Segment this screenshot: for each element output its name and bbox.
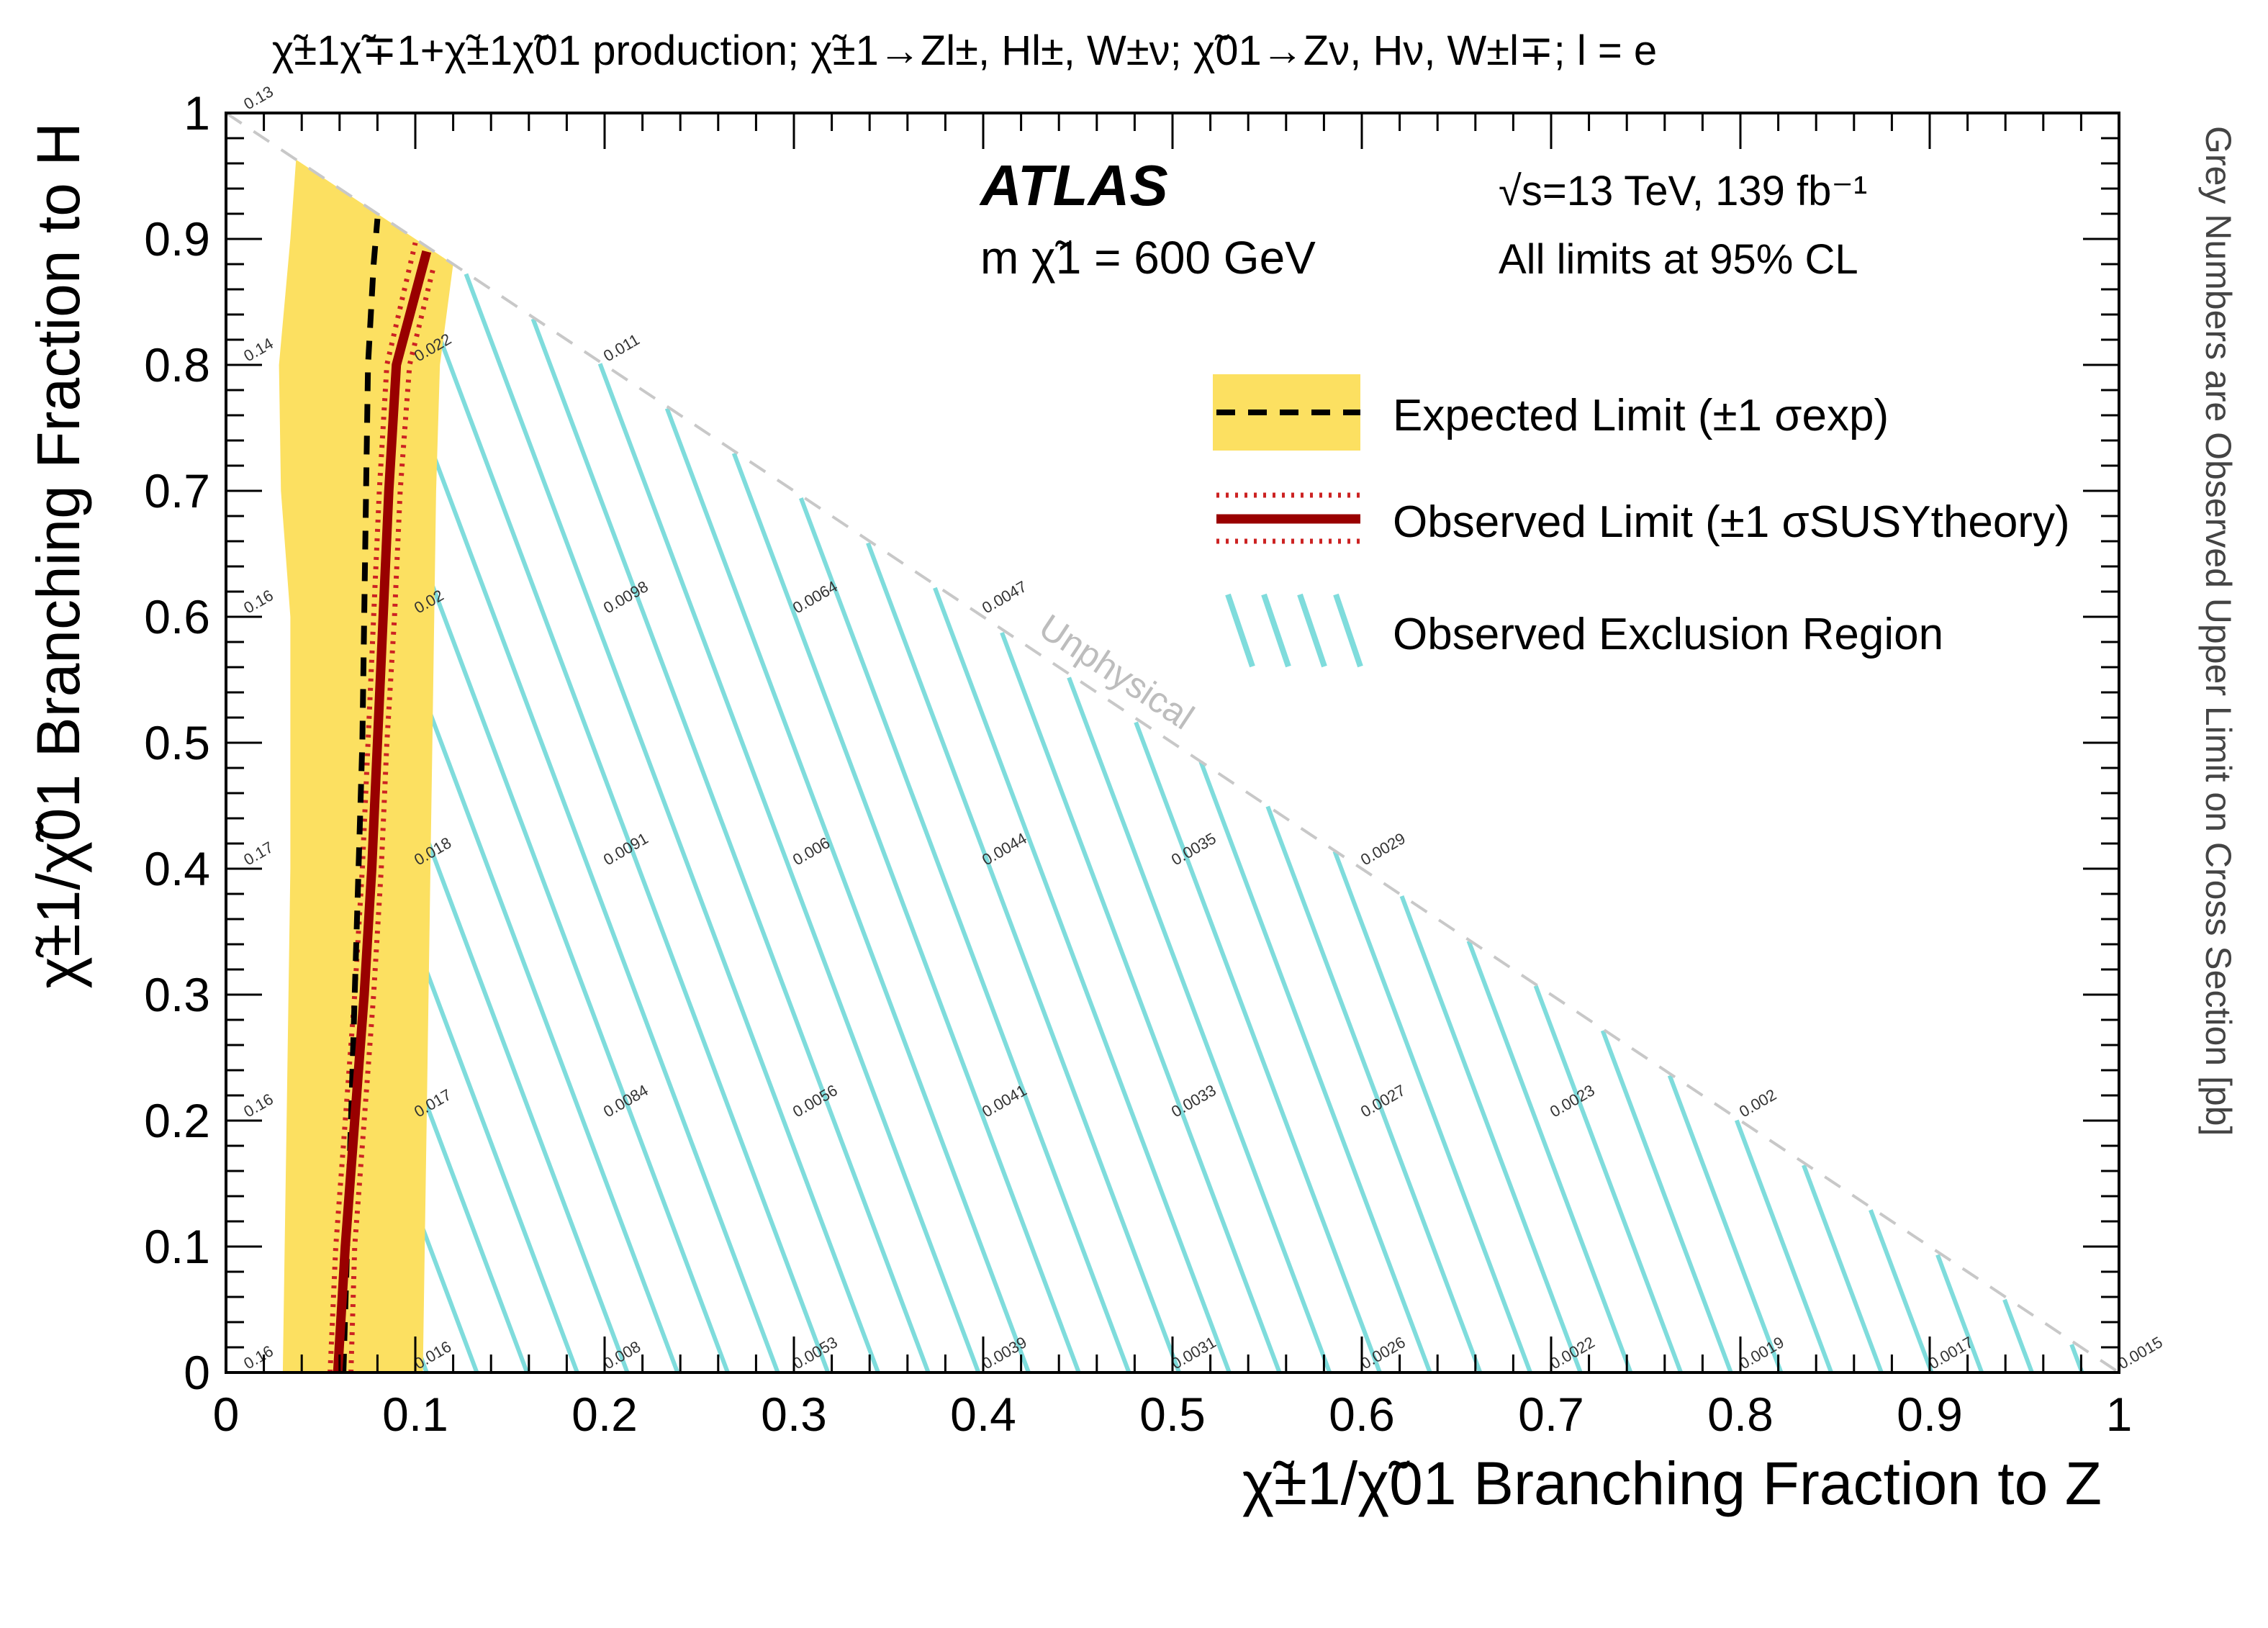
x-tick-label-0: 0 [213,1388,240,1441]
y-tick-label-6: 0.6 [144,590,210,643]
hatch-line-7 [389,474,730,1373]
hatch-line-26 [1533,985,1684,1373]
x-tick-label-2: 0.2 [571,1388,638,1441]
y-axis-title: χ̃±1/χ̃01 Branching Fraction to H [24,122,92,989]
observed-theory-high-line [348,263,437,1373]
energy-label: √s=13 TeV, 139 fb⁻¹ [1499,168,1867,214]
hatch-line-20 [1134,721,1382,1373]
y-tick-label-4: 0.4 [144,842,210,895]
hatch-line-21 [1198,761,1432,1373]
legend-swatch-hatch-2 [1261,593,1291,668]
hatch-line-6 [383,592,680,1373]
legend-label-expected: Expected Limit (±1 σexp) [1393,391,1889,440]
x-tick-label-5: 0.5 [1139,1388,1206,1441]
x-tick-label-3: 0.3 [761,1388,827,1441]
x-tick-label-4: 0.4 [950,1388,1016,1441]
hatch-line-22 [1265,805,1483,1373]
legend-label-observed: Observed Limit (±1 σSUSYtheory) [1393,497,2070,547]
x-tick-label-7: 0.7 [1518,1388,1584,1441]
x-tick-label-9: 0.9 [1897,1388,1963,1441]
legend-swatch-hatch-3 [1297,593,1327,668]
hatch-line-8 [397,363,780,1373]
legend-label-exclusion: Observed Exclusion Region [1393,610,1943,659]
hatch-line-13 [664,407,1031,1373]
hatch-line-30 [1802,1164,1884,1373]
hatch-line-32 [1935,1254,1984,1373]
y-tick-label-8: 0.8 [144,338,210,392]
hatch-line-18 [1000,631,1282,1373]
hatch-line-19 [1067,677,1332,1373]
hatch-line-14 [731,452,1081,1373]
y-tick-label-9: 0.9 [144,212,210,266]
x-tick-labels: 0 0.1 0.2 0.3 0.4 0.5 0.6 0.7 0.8 0.9 1 [213,1388,2133,1441]
hatch-line-28 [1667,1075,1784,1373]
hatch-line-31 [1869,1209,1934,1373]
experiment-label: ATLAS [979,153,1168,217]
hatch-line-16 [866,542,1182,1373]
x-tick-label-6: 0.6 [1329,1388,1395,1441]
y-tick-label-5: 0.5 [144,716,210,769]
cl-label: All limits at 95% CL [1499,236,1858,283]
hatch-line-29 [1734,1119,1834,1373]
hatch-line-24 [1399,895,1583,1373]
hatch-line-33 [2002,1298,2034,1373]
observed-limit-line [333,250,432,1373]
axis-ticks [225,112,2120,1374]
y-tick-label-0: 0 [184,1346,210,1399]
hatch-line-23 [1332,850,1532,1373]
upper-limit-value-35: 0.13 [240,82,276,113]
expected-limit-band [279,159,453,1373]
y-tick-label-1: 0.1 [144,1220,210,1273]
legend-entry-observed: Observed Limit (±1 σSUSYtheory) [1216,492,2070,547]
y-tick-label-10: 1 [184,86,210,140]
hatch-line-11 [530,317,931,1373]
y-tick-labels: 0 0.1 0.2 0.3 0.4 0.5 0.6 0.7 0.8 0.9 1 [144,86,210,1399]
legend-entry-exclusion: Observed Exclusion Region [1225,593,1943,668]
hatch-line-15 [798,497,1131,1373]
observed-theory-low-line [327,242,418,1373]
hatch-line-17 [933,587,1232,1373]
z-axis-title: Grey Numbers are Observed Upper Limit on… [2198,126,2238,1136]
chart-title: χ̃±1χ̃∓1+χ̃±1χ̃01 production; χ̃±1→Zl±, … [272,27,1657,74]
y-tick-label-7: 0.7 [144,464,210,517]
unphysical-boundary [226,113,2119,1373]
hatch-line-10 [464,273,880,1373]
hatch-line-27 [1600,1029,1733,1373]
x-tick-label-8: 0.8 [1707,1388,1774,1441]
x-axis-title: χ̃±1/χ̃01 Branching Fraction to Z [1242,1450,2102,1517]
hatch-line-9 [417,284,831,1373]
legend-entry-expected: Expected Limit (±1 σexp) [1213,374,1889,451]
hatch-line-25 [1466,940,1633,1373]
legend: Expected Limit (±1 σexp) Observed Limit … [1213,374,2070,668]
legend-swatch-hatch-4 [1333,593,1363,668]
x-tick-label-1: 0.1 [382,1388,448,1441]
upper-limit-value-10: 0.0015 [2115,1333,2166,1373]
x-tick-label-10: 1 [2106,1388,2133,1441]
y-tick-label-3: 0.3 [144,968,210,1021]
observed-exclusion-region [343,273,2084,1373]
hatch-line-12 [597,363,981,1373]
mass-label: m χ̃1 = 600 GeV [980,232,1316,284]
y-tick-label-2: 0.2 [144,1094,210,1147]
legend-swatch-hatch-1 [1225,593,1255,668]
